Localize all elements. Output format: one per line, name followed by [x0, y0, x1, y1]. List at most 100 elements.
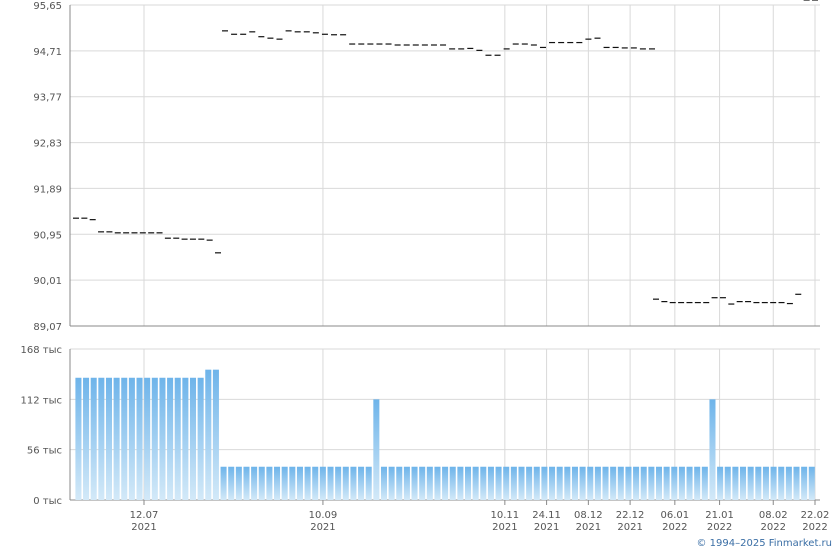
volume-bar [75, 377, 82, 500]
x-tick-label-year: 2022 [662, 522, 687, 533]
volume-bar [717, 466, 724, 500]
volume-bar [785, 466, 792, 500]
volume-bar [480, 466, 487, 500]
volume-bar [266, 466, 273, 500]
volume-bar [212, 369, 219, 500]
volume-bar [556, 466, 563, 500]
volume-bar [90, 377, 97, 500]
x-tick-label-year: 2021 [576, 522, 601, 533]
volume-bar [633, 466, 640, 500]
volume-bar [740, 466, 747, 500]
volume-bar [189, 377, 197, 500]
volume-bar [128, 377, 135, 500]
price-tick-label: 92,83 [33, 139, 62, 150]
volume-bar [434, 466, 441, 500]
volume-bar [83, 377, 90, 500]
volume-bar [701, 466, 708, 500]
volume-bar [747, 466, 754, 500]
price-tick-label: 94,71 [33, 47, 62, 58]
x-tick-label-date: 24.11 [532, 510, 561, 521]
x-tick-label-date: 22.02 [801, 510, 830, 521]
x-tick-label-year: 2021 [131, 522, 156, 533]
volume-bar [205, 369, 212, 500]
volume-bar [625, 466, 632, 500]
volume-bar [380, 466, 388, 500]
volume-bar [419, 466, 426, 500]
volume-bar [648, 466, 655, 500]
volume-bar [151, 377, 158, 500]
x-tick-label-year: 2021 [310, 522, 335, 533]
volume-bar [174, 377, 181, 500]
volume-bar [602, 466, 609, 500]
volume-bar [449, 466, 456, 500]
x-tick-label-date: 08.02 [759, 510, 788, 521]
volume-bar [312, 466, 319, 500]
volume-bar [671, 466, 678, 500]
volume-bar [724, 466, 731, 500]
volume-bar [694, 466, 701, 500]
volume-bar [220, 466, 227, 500]
volume-bar [808, 466, 815, 500]
volume-bar [732, 466, 739, 500]
x-tick-label-date: 10.11 [491, 510, 520, 521]
volume-bar [105, 377, 112, 500]
volume-bar [472, 466, 479, 500]
x-tick-label-date: 08.12 [574, 510, 603, 521]
volume-bar [319, 466, 326, 500]
volume-bar [518, 466, 525, 500]
volume-bar [762, 466, 769, 500]
volume-bar [640, 466, 647, 500]
volume-bar [579, 466, 586, 500]
x-tick-label-year: 2021 [534, 522, 559, 533]
volume-bar [686, 466, 693, 500]
volume-bar [296, 466, 303, 500]
volume-bar [442, 466, 449, 500]
volume-bar [495, 466, 502, 500]
volume-bar [396, 466, 403, 500]
volume-bar [281, 466, 288, 500]
x-tick-label-year: 2022 [761, 522, 786, 533]
volume-bar [182, 377, 189, 500]
volume-bar [327, 466, 334, 500]
price-tick-label: 91,89 [33, 184, 62, 195]
volume-bar [403, 466, 410, 500]
volume-bar [342, 466, 349, 500]
volume-bar [426, 466, 433, 500]
x-tick-label-year: 2022 [802, 522, 827, 533]
volume-bar [655, 466, 663, 500]
x-tick-label-date: 21.01 [705, 510, 734, 521]
volume-bar [197, 377, 204, 500]
volume-tick-label: 112 тыс [21, 395, 62, 406]
price-tick-label: 93,77 [33, 93, 62, 104]
volume-bar [503, 466, 510, 500]
x-tick-label-date: 10.09 [309, 510, 338, 521]
volume-bar [610, 466, 617, 500]
volume-bar [358, 466, 365, 500]
volume-bar [235, 466, 242, 500]
price-panel: 95,65 94,71 93,77 92,83 91,89 90,95 90,01 89,07 [33, 0, 820, 333]
volume-bar [289, 466, 296, 500]
volume-tick-label: 168 тыс [21, 345, 62, 356]
volume-bar [587, 466, 594, 500]
volume-bar [167, 377, 174, 500]
volume-bar [350, 466, 357, 500]
volume-bar [304, 466, 311, 500]
x-tick-label-year: 2021 [617, 522, 642, 533]
volume-bar [594, 466, 601, 500]
volume-bar [335, 466, 342, 500]
volume-bar [487, 466, 494, 500]
volume-bar [388, 466, 395, 500]
volume-bar [801, 466, 808, 500]
volume-bar [98, 377, 105, 500]
volume-bar [159, 377, 166, 500]
volume-bar [258, 466, 265, 500]
volume-bar [411, 466, 418, 500]
volume-bar [564, 466, 571, 500]
volume-bar [793, 466, 800, 500]
volume-bar [457, 466, 464, 500]
volume-bar [663, 466, 670, 500]
volume-bar [113, 377, 120, 500]
volume-bar [770, 466, 777, 500]
volume-bar [373, 399, 380, 500]
volume-bar [549, 466, 556, 500]
